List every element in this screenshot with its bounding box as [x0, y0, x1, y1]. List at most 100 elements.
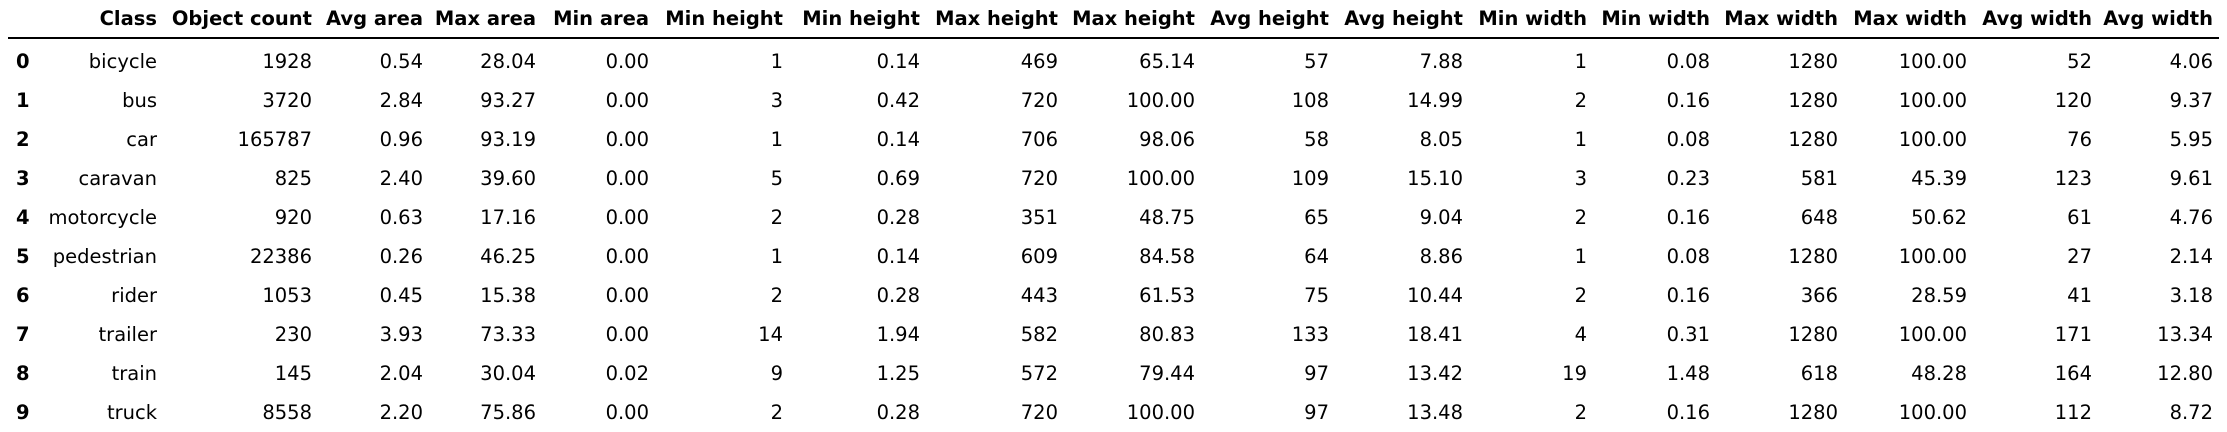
column-header: Avg height [1335, 0, 1469, 39]
table-cell: 15.38 [480, 284, 536, 307]
table-cell: 2.20 [379, 401, 423, 424]
table-cell: 582 [1020, 323, 1058, 346]
table-cell: 443 [1020, 284, 1058, 307]
table-cell: 76 [2067, 128, 2092, 151]
index-column-header [8, 0, 43, 39]
column-header: Max width [1716, 0, 1844, 39]
table-header-row: Class Object count Avg area Max area Min are… [8, 0, 2219, 39]
table-cell: 112 [2054, 401, 2092, 424]
table-cell: 14.99 [1407, 89, 1463, 112]
table-cell: 100.00 [1898, 245, 1967, 268]
table-cell: 100.00 [1898, 89, 1967, 112]
table-cell: 100.00 [1898, 401, 1967, 424]
table-row: 8 train 145 2.04 30.04 0.02 9 1.25 572 79.44 97 13.… [8, 354, 2219, 393]
table-cell: 45.39 [1911, 167, 1967, 190]
table-cell: 100.00 [1898, 50, 1967, 73]
table-cell: 165787 [237, 128, 312, 151]
table-cell: 2.40 [379, 167, 423, 190]
row-index-label: 6 [16, 284, 30, 307]
table-cell: 0.28 [876, 284, 920, 307]
table-cell: 28.04 [480, 50, 536, 73]
table-cell: 100.00 [1126, 89, 1195, 112]
table-cell: 1.94 [876, 323, 920, 346]
table-cell: 65.14 [1139, 50, 1195, 73]
row-index-label: 7 [16, 323, 30, 346]
column-header: Max area [429, 0, 542, 39]
table-cell: 0.14 [876, 128, 920, 151]
table-cell: 1.25 [876, 362, 920, 385]
table-cell: 0.16 [1666, 89, 1710, 112]
table-cell: 0.08 [1666, 50, 1710, 73]
table-cell: 109 [1291, 167, 1329, 190]
table-cell: 100.00 [1126, 167, 1195, 190]
table-cell: 720 [1020, 401, 1058, 424]
row-index-label: 3 [16, 167, 30, 190]
table-cell: 98.06 [1139, 128, 1195, 151]
table-cell: 0.14 [876, 50, 920, 73]
table-cell: 133 [1291, 323, 1329, 346]
table-cell: 581 [1800, 167, 1838, 190]
table-cell: 0.00 [605, 89, 649, 112]
table-cell: 0.00 [605, 284, 649, 307]
column-header: Max height [926, 0, 1064, 39]
table-cell: 648 [1800, 206, 1838, 229]
table-row: 3 caravan 825 2.40 39.60 0.00 5 0.69 720 100.00 10… [8, 159, 2219, 198]
table-cell: 2 [770, 206, 783, 229]
column-header: Class [43, 0, 163, 39]
table-cell: 80.83 [1139, 323, 1195, 346]
table-body: 0 bicycle 1928 0.54 28.04 0.00 1 0.14 469 65.14 57… [8, 38, 2219, 432]
table-cell: 13.48 [1407, 401, 1463, 424]
class-statistics-table: Class Object count Avg area Max area Min are… [8, 0, 2219, 432]
column-header: Avg area [318, 0, 429, 39]
row-index-label: 2 [16, 128, 30, 151]
column-header: Avg height [1201, 0, 1335, 39]
table-cell: 0.00 [605, 401, 649, 424]
column-header: Max height [1064, 0, 1201, 39]
table-cell: 1 [1574, 128, 1587, 151]
row-index-label: 8 [16, 362, 30, 385]
table-cell: 108 [1291, 89, 1329, 112]
column-header: Avg width [2098, 0, 2219, 39]
table-cell: 4 [1574, 323, 1587, 346]
table-cell: 0.16 [1666, 284, 1710, 307]
class-name-cell: motorcycle [48, 206, 158, 229]
table-cell: 0.16 [1666, 401, 1710, 424]
table-cell: 1280 [1788, 50, 1838, 73]
table-row: 5 pedestrian 22386 0.26 46.25 0.00 1 0.14 609 84.… [8, 237, 2219, 276]
column-header: Min width [1469, 0, 1593, 39]
table-cell: 75.86 [480, 401, 536, 424]
table-cell: 0.00 [605, 245, 649, 268]
column-header: Min width [1593, 0, 1716, 39]
table-cell: 0.63 [379, 206, 423, 229]
row-index-label: 1 [16, 89, 30, 112]
table-cell: 15.10 [1407, 167, 1463, 190]
table-row: 4 motorcycle 920 0.63 17.16 0.00 2 0.28 351 48.75… [8, 198, 2219, 237]
table-cell: 61 [2067, 206, 2092, 229]
table-cell: 8.86 [1419, 245, 1463, 268]
table-cell: 84.58 [1139, 245, 1195, 268]
table-cell: 2.04 [379, 362, 423, 385]
table-cell: 0.42 [876, 89, 920, 112]
table-cell: 0.00 [605, 50, 649, 73]
table-cell: 469 [1020, 50, 1058, 73]
class-name-cell: bicycle [88, 50, 157, 73]
class-name-cell: rider [111, 284, 157, 307]
table-cell: 3 [1574, 167, 1587, 190]
class-name-cell: caravan [78, 167, 158, 190]
table-cell: 9.37 [2169, 89, 2213, 112]
column-header: Object count [163, 0, 318, 39]
class-name-cell: car [126, 128, 157, 151]
table-cell: 5 [770, 167, 783, 190]
table-cell: 1.48 [1666, 362, 1710, 385]
table-cell: 1280 [1788, 401, 1838, 424]
table-cell: 19 [1562, 362, 1587, 385]
table-cell: 48.28 [1911, 362, 1967, 385]
table-cell: 366 [1800, 284, 1838, 307]
table-row: 6 rider 1053 0.45 15.38 0.00 2 0.28 443 61.53 75 10… [8, 276, 2219, 315]
table-cell: 0.02 [605, 362, 649, 385]
table-cell: 0.08 [1666, 128, 1710, 151]
table-cell: 1 [1574, 245, 1587, 268]
table-cell: 1928 [262, 50, 312, 73]
row-index-label: 9 [16, 401, 30, 424]
table-cell: 920 [274, 206, 312, 229]
